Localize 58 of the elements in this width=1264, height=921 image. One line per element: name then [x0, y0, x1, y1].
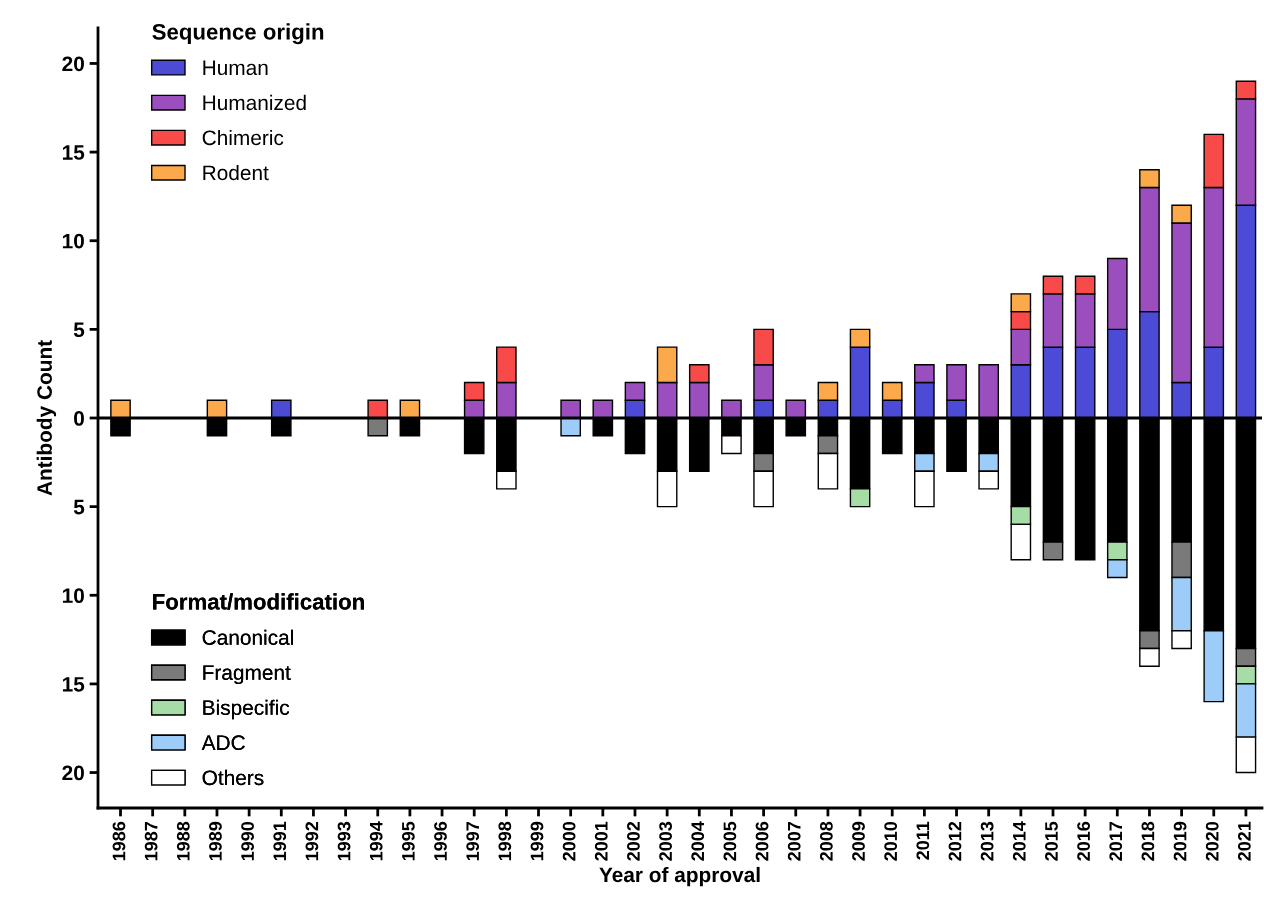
x-tick-label: 1998	[498, 821, 512, 861]
y-tick-label: 5	[73, 499, 85, 515]
x-tick-label: 2010	[884, 821, 898, 861]
x-axis-title: Year of approval	[599, 866, 760, 887]
x-tick-label: 1994	[369, 821, 383, 861]
x-tick-label: 1992	[305, 821, 319, 861]
x-tick-label: 2011	[916, 821, 930, 860]
legend-label: Rodent	[203, 164, 269, 181]
text: Format/modification	[153, 593, 364, 610]
legend-label: Canonical	[202, 629, 293, 645]
legend-label: Fragment	[203, 665, 291, 685]
x-tick-label: 2004	[691, 821, 705, 861]
y-tick-label: 20	[62, 56, 84, 72]
x-tick-label: 2020	[1205, 821, 1219, 861]
x-tick-label: 1988	[176, 821, 190, 861]
y-tick-label: 10	[62, 233, 84, 249]
y-tick-label: 20	[62, 765, 84, 781]
x-tick-label: 2019	[1173, 821, 1187, 861]
x-tick-label: 2016	[1077, 821, 1090, 861]
x-tick-label: 1987	[144, 821, 158, 861]
legend-label: Others	[202, 769, 264, 786]
x-tick-label: 2000	[562, 821, 576, 861]
y-tick-label: 5	[73, 322, 85, 338]
x-tick-label: 2002	[627, 821, 640, 861]
text: Sequence origin	[152, 23, 324, 45]
x-tick-label: 2017	[1109, 821, 1123, 861]
x-tick-label: 1990	[241, 821, 254, 861]
legend-label: ADC	[201, 735, 245, 751]
x-tick-label: 2021	[1237, 821, 1251, 861]
x-tick-label: 2001	[594, 821, 608, 861]
x-tick-label: 2015	[1045, 821, 1058, 861]
x-tick-label: 1999	[530, 821, 544, 861]
y-tick-label: 0	[74, 411, 84, 426]
x-tick-label: 1993	[337, 821, 351, 861]
legend-label: Human	[203, 60, 268, 76]
x-tick-label: 2014	[1012, 821, 1026, 861]
x-tick-label: 2006	[755, 821, 769, 861]
x-tick-label: 1996	[434, 821, 447, 861]
x-tick-label: 2012	[948, 821, 962, 861]
x-tick-label: 2007	[787, 821, 801, 861]
x-tick-label: 1995	[401, 821, 415, 861]
y-tick-label: 10	[62, 588, 84, 604]
y-axis-title: Antibody Count	[36, 340, 57, 496]
x-tick-label: 1986	[112, 821, 126, 861]
x-tick-label: 2013	[980, 821, 994, 861]
x-tick-label: 1997	[466, 821, 480, 861]
x-tick-label: 1991	[273, 821, 287, 861]
y-tick-label: 15	[62, 145, 85, 160]
x-tick-label: 1989	[209, 821, 222, 861]
x-tick-label: 2003	[659, 821, 673, 861]
legend-label: Bispecific	[203, 699, 290, 720]
legend-label: Humanized	[203, 94, 306, 111]
x-tick-label: 2009	[852, 821, 865, 861]
x-tick-label: 2018	[1141, 821, 1155, 861]
legend-label: Chimeric	[202, 129, 284, 146]
x-tick-label: 2005	[723, 821, 737, 861]
y-tick-label: 15	[62, 677, 85, 692]
x-tick-label: 2008	[819, 821, 833, 861]
